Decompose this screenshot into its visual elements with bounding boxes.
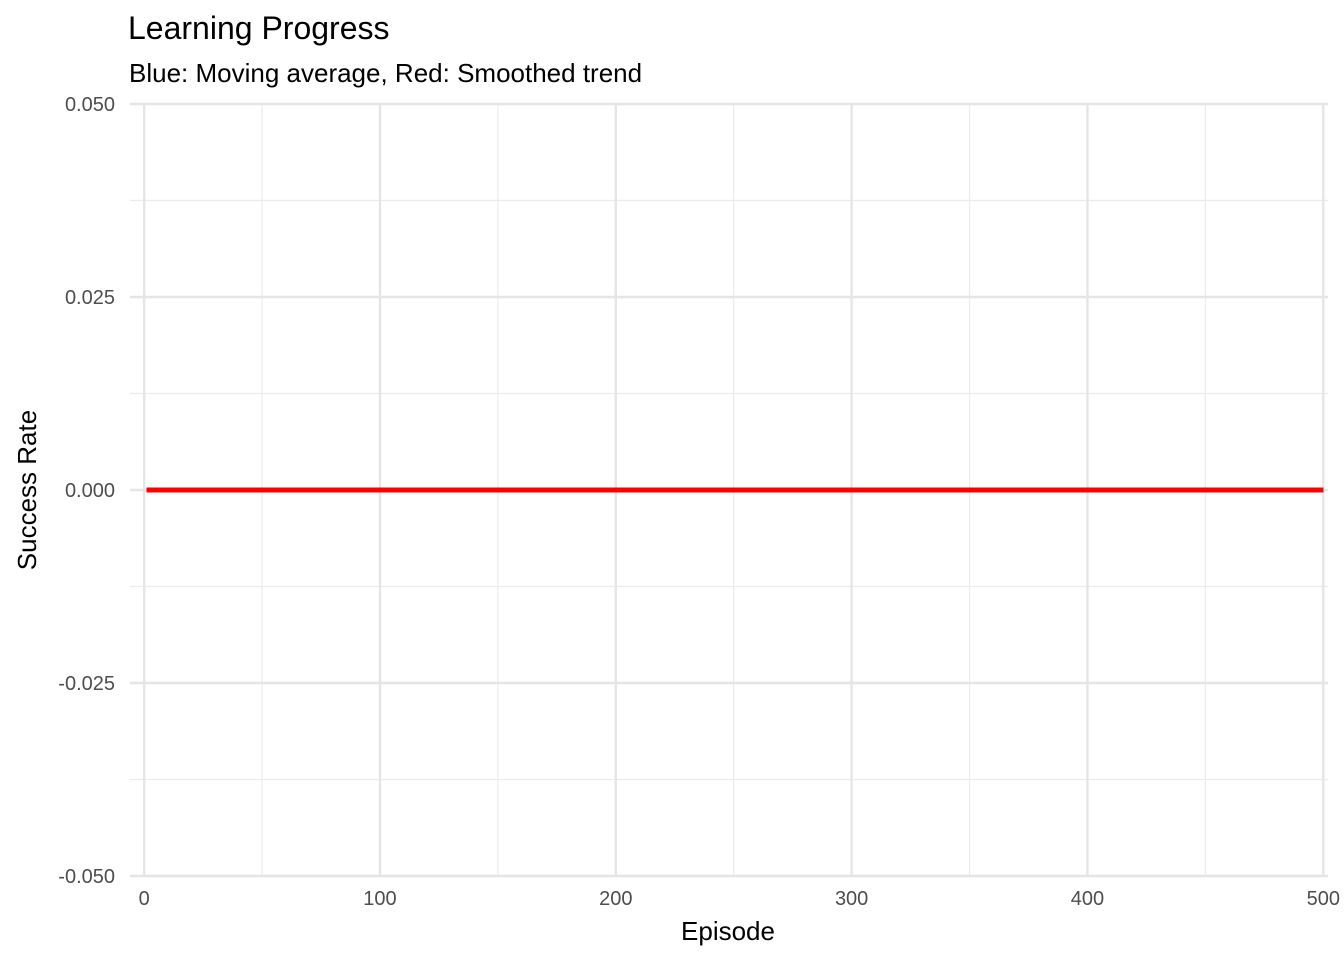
y-tick-label: 0.000: [65, 480, 115, 502]
x-tick-label: 300: [835, 888, 868, 910]
y-tick-label: 0.025: [65, 287, 115, 309]
y-tick-label: -0.050: [58, 866, 115, 888]
chart-title: Learning Progress: [128, 10, 389, 46]
y-tick-labels: -0.050 -0.025 0.000 0.025 0.050: [58, 94, 115, 888]
y-tick-label: -0.025: [58, 673, 115, 695]
y-axis-title: Success Rate: [12, 410, 42, 570]
x-tick-label: 0: [139, 888, 150, 910]
x-tick-label: 200: [599, 888, 632, 910]
x-tick-label: 400: [1071, 888, 1104, 910]
x-axis-title: Episode: [681, 916, 775, 946]
x-tick-label: 100: [363, 888, 396, 910]
chart-subtitle: Blue: Moving average, Red: Smoothed tren…: [129, 58, 642, 88]
x-tick-labels: 0 100 200 300 400 500: [139, 888, 1340, 910]
x-tick-label: 500: [1307, 888, 1340, 910]
y-tick-label: 0.050: [65, 94, 115, 116]
